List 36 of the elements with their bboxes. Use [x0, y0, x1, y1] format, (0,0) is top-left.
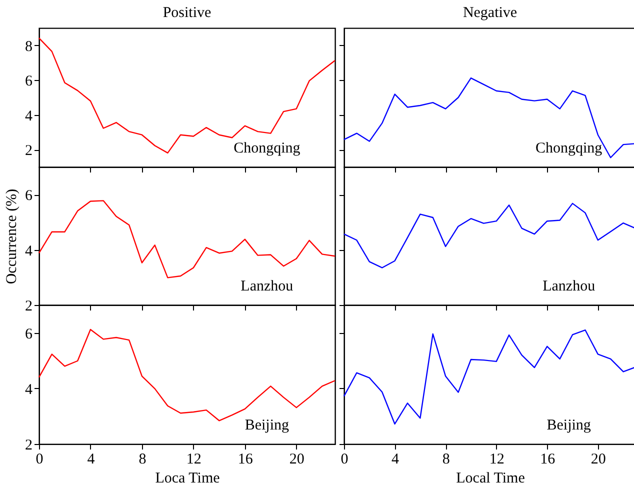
annotation: Chongqing [535, 140, 603, 157]
x-tick-label: 16 [540, 452, 556, 468]
annotation: Lanzhou [542, 278, 596, 295]
y-axis-title: Occurrence (%) [4, 188, 20, 284]
annotation: Lanzhou [240, 278, 294, 295]
y-tick-label: 2 [25, 143, 32, 160]
annotation: Beijing [244, 418, 290, 434]
y-tick-label: 6 [25, 326, 33, 342]
x-axis-title: Local Time [456, 470, 526, 486]
y-tick-label: 2 [25, 438, 32, 454]
annotation: Chongqing [234, 140, 301, 157]
y-tick-label: 4 [25, 382, 33, 398]
annotation: Beijing [546, 418, 592, 434]
y-tick-label: 2 [25, 298, 32, 314]
x-tick-label: 4 [392, 452, 400, 468]
y-tick-label: 6 [25, 74, 33, 90]
x-tick-label: 8 [442, 452, 450, 468]
line-series [38, 37, 336, 154]
chart-title: Positive [162, 5, 212, 21]
y-tick-label: 8 [25, 38, 32, 55]
x-tick-label: 12 [489, 452, 504, 468]
line-series [38, 200, 336, 278]
x-tick-label: 12 [186, 452, 202, 468]
x-tick-label: 20 [289, 452, 304, 468]
line-series [38, 328, 336, 422]
x-tick-label: 16 [238, 452, 254, 468]
chart-title: Negative [462, 5, 518, 21]
y-tick-label: 4 [25, 243, 33, 260]
x-tick-label: 4 [87, 452, 96, 468]
x-tick-label: 0 [36, 452, 44, 468]
y-tick-label: 4 [25, 108, 33, 124]
x-tick-label: 0 [340, 452, 348, 468]
y-tick-label: 6 [25, 188, 33, 204]
x-tick-label: 8 [138, 452, 146, 468]
x-tick-label: 20 [590, 452, 606, 468]
x-axis-title: Loca Time [155, 470, 220, 486]
